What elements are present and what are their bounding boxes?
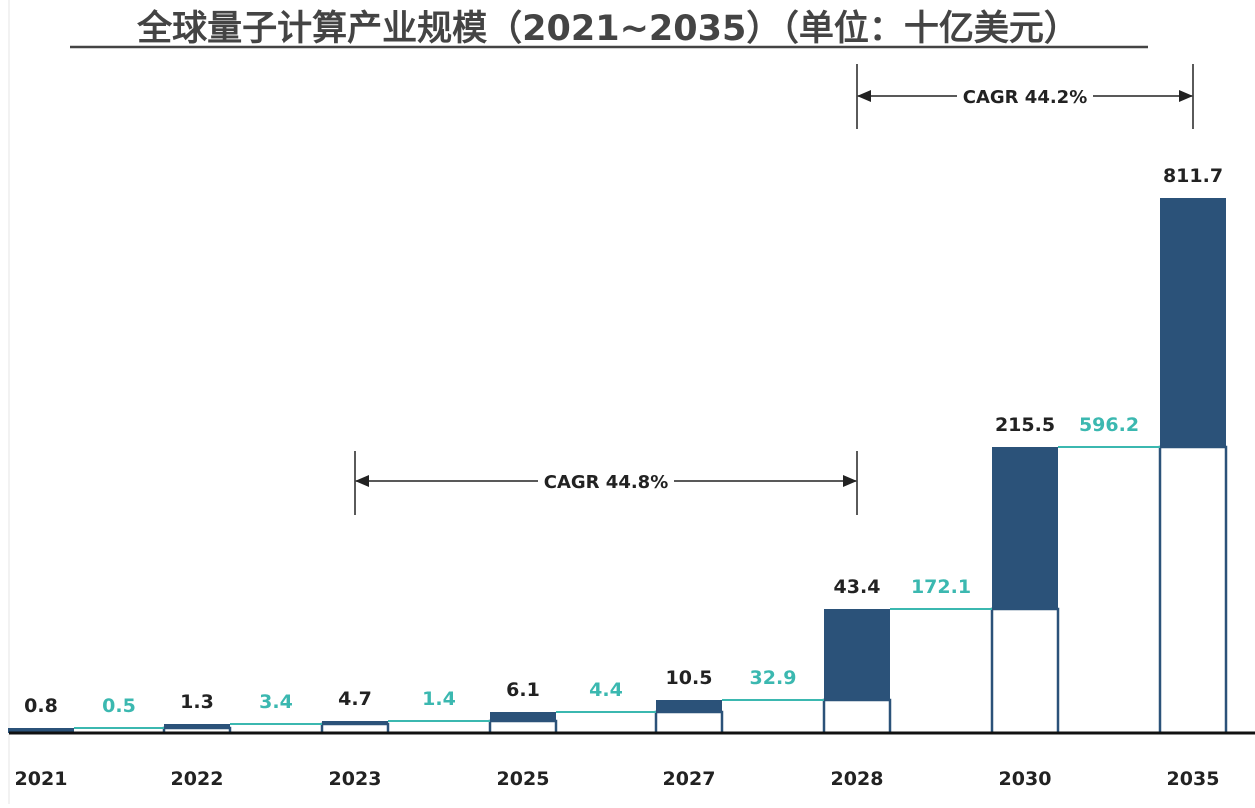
value-label-2028: 43.4 bbox=[834, 576, 881, 598]
bar-2021 bbox=[8, 728, 74, 733]
value-label-2021: 0.8 bbox=[24, 695, 58, 717]
chart-title: 全球量子计算产业规模（2021~2035）（单位：十亿美元） bbox=[136, 8, 1079, 49]
bar-base-2035 bbox=[1158, 445, 1228, 735]
x-tick-label-2028: 2028 bbox=[831, 768, 884, 790]
x-tick-label-2021: 2021 bbox=[15, 768, 68, 790]
x-tick-label-2030: 2030 bbox=[999, 768, 1052, 790]
bar-2025 bbox=[490, 712, 556, 721]
value-label-2035: 811.7 bbox=[1163, 165, 1223, 187]
value-label-2025: 6.1 bbox=[506, 679, 540, 701]
value-label-2030: 215.5 bbox=[995, 414, 1055, 436]
increment-label-2025-2027: 4.4 bbox=[589, 679, 623, 701]
bar-2028 bbox=[824, 609, 890, 700]
cagr-label-2: CAGR 44.2% bbox=[963, 87, 1088, 108]
increment-label-2028-2030: 172.1 bbox=[911, 576, 971, 598]
value-label-2027: 10.5 bbox=[666, 667, 713, 689]
bar-2030 bbox=[992, 447, 1058, 609]
x-tick-label-2023: 2023 bbox=[329, 768, 382, 790]
value-label-2022: 1.3 bbox=[180, 691, 214, 713]
x-tick-label-2022: 2022 bbox=[171, 768, 224, 790]
bar-base-2030 bbox=[990, 607, 1060, 735]
increment-label-2030-2035: 596.2 bbox=[1079, 414, 1139, 436]
value-label-2023: 4.7 bbox=[338, 688, 372, 710]
x-tick-label-2025: 2025 bbox=[497, 768, 550, 790]
bar-base-2027 bbox=[654, 710, 724, 735]
x-tick-label-2035: 2035 bbox=[1167, 768, 1220, 790]
bars-group bbox=[8, 198, 1228, 735]
increment-label-2023-2025: 1.4 bbox=[422, 688, 456, 710]
bar-base-2028 bbox=[822, 698, 892, 735]
annotations-group: CAGR 44.8% CAGR 44.2% bbox=[354, 64, 1194, 515]
increment-label-2022-2023: 3.4 bbox=[259, 691, 293, 713]
x-tick-label-2027: 2027 bbox=[663, 768, 716, 790]
labels-group: 0.8 1.3 4.7 6.1 10.5 43.4 215.5 811.7 0.5 3.4 1.4 4… bbox=[15, 165, 1224, 790]
bar-2035 bbox=[1160, 198, 1226, 447]
increment-label-2021-2022: 0.5 bbox=[102, 695, 136, 717]
bar-2027 bbox=[656, 700, 722, 712]
bar-base-2025 bbox=[488, 719, 558, 735]
increment-label-2027-2028: 32.9 bbox=[750, 667, 797, 689]
bar-2023 bbox=[322, 721, 388, 724]
cagr-label-1: CAGR 44.8% bbox=[544, 472, 669, 493]
bar-2022 bbox=[164, 724, 230, 728]
